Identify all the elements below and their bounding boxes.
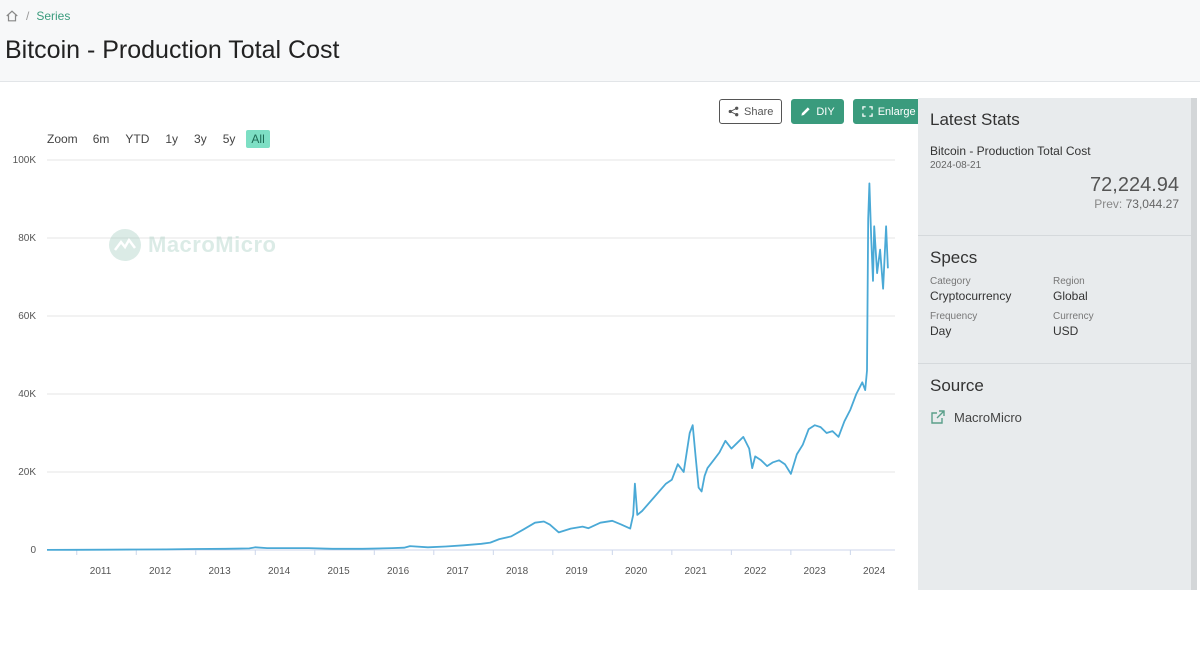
stats-date: 2024-08-21 bbox=[930, 160, 982, 171]
share-label: Share bbox=[744, 105, 774, 118]
watermark: MacroMicro bbox=[108, 228, 276, 262]
x-tick-label: 2023 bbox=[804, 566, 827, 577]
x-tick-label: 2012 bbox=[149, 566, 172, 577]
y-tick-label: 60K bbox=[18, 311, 36, 322]
stats-prev: Prev: 73,044.27 bbox=[930, 197, 1179, 235]
zoom-ytd-button[interactable]: YTD bbox=[125, 132, 150, 146]
spec-key: Region bbox=[1053, 276, 1085, 287]
breadcrumb-separator: / bbox=[26, 9, 30, 23]
latest-stats-section: Latest Stats Bitcoin - Production Total … bbox=[918, 98, 1191, 236]
watermark-text: MacroMicro bbox=[148, 232, 277, 257]
spec-region: Region Global bbox=[1053, 276, 1179, 303]
zoom-1y-button[interactable]: 1y bbox=[165, 132, 179, 146]
zoom-label: Zoom bbox=[47, 132, 78, 146]
expand-icon bbox=[861, 106, 873, 117]
specs-grid: Category Cryptocurrency Region Global Fr… bbox=[930, 276, 1179, 363]
specs-section: Specs Category Cryptocurrency Region Glo… bbox=[918, 236, 1191, 364]
pencil-icon bbox=[801, 107, 810, 116]
x-tick-label: 2013 bbox=[208, 566, 231, 577]
info-sidebar: Latest Stats Bitcoin - Production Total … bbox=[918, 98, 1191, 590]
x-tick-label: 2015 bbox=[327, 566, 350, 577]
x-tick-label: 2017 bbox=[446, 566, 469, 577]
y-tick-label: 0 bbox=[30, 545, 36, 556]
chart-toolbar: Share DIY Enlarge bbox=[719, 99, 925, 124]
x-tick-label: 2022 bbox=[744, 566, 767, 577]
breadcrumb-series-link[interactable]: Series bbox=[36, 9, 71, 23]
latest-stats-title: Latest Stats bbox=[930, 110, 1020, 129]
y-tick-label: 40K bbox=[18, 389, 36, 400]
x-tick-label: 2011 bbox=[90, 566, 112, 577]
external-link-icon bbox=[931, 410, 945, 424]
zoom-3y-button[interactable]: 3y bbox=[194, 132, 207, 146]
stats-latest-value: 72,224.94 bbox=[1090, 174, 1179, 196]
stats-prev-label: Prev: bbox=[1094, 197, 1123, 211]
zoom-6m-button[interactable]: 6m bbox=[92, 132, 110, 146]
spec-currency: Currency USD bbox=[1053, 311, 1179, 338]
line-chart[interactable]: 0 20K 40K 60K 80K 100K 2011 2012 2013 2014 2015 201… bbox=[0, 150, 905, 590]
zoom-selector: Zoom 6m YTD 1y 3y 5y All bbox=[47, 130, 276, 148]
x-tick-label: 2024 bbox=[863, 566, 886, 577]
diy-button[interactable]: DIY bbox=[791, 99, 844, 124]
spec-value: Cryptocurrency bbox=[930, 289, 1012, 303]
spec-value: Day bbox=[930, 324, 952, 338]
stats-prev-value: 73,044.27 bbox=[1125, 197, 1179, 211]
stats-series-name: Bitcoin - Production Total Cost bbox=[930, 144, 1091, 158]
series-line bbox=[46, 182, 889, 551]
spec-frequency: Frequency Day bbox=[930, 311, 1053, 338]
macromicro-logo-icon bbox=[109, 229, 141, 261]
spec-value: USD bbox=[1053, 324, 1079, 338]
breadcrumb: / Series bbox=[5, 9, 70, 23]
x-tick-label: 2020 bbox=[625, 566, 648, 577]
spec-value: Global bbox=[1053, 289, 1088, 303]
x-tick-label: 2014 bbox=[268, 566, 291, 577]
enlarge-button[interactable]: Enlarge bbox=[852, 99, 925, 124]
diy-label: DIY bbox=[816, 105, 835, 118]
home-icon[interactable] bbox=[5, 9, 19, 23]
source-title: Source bbox=[930, 376, 984, 395]
page-header: / Series Bitcoin - Production Total Cost bbox=[0, 0, 1200, 82]
share-icon bbox=[728, 106, 739, 117]
x-tick-label: 2016 bbox=[387, 566, 410, 577]
spec-category: Category Cryptocurrency bbox=[930, 276, 1053, 303]
y-tick-label: 20K bbox=[18, 467, 36, 478]
y-tick-label: 80K bbox=[18, 233, 36, 244]
spec-key: Frequency bbox=[930, 311, 978, 322]
page-title: Bitcoin - Production Total Cost bbox=[5, 36, 340, 64]
sidebar-scrollbar[interactable] bbox=[1191, 98, 1197, 590]
y-tick-label: 100K bbox=[13, 155, 37, 166]
source-link-label: MacroMicro bbox=[954, 409, 1022, 425]
x-tick-label: 2018 bbox=[506, 566, 529, 577]
source-link[interactable]: MacroMicro bbox=[930, 409, 1179, 425]
spec-key: Category bbox=[930, 276, 971, 287]
source-section: Source MacroMicro bbox=[918, 364, 1191, 425]
zoom-5y-button[interactable]: 5y bbox=[222, 132, 236, 146]
x-tick-label: 2019 bbox=[566, 566, 589, 577]
share-button[interactable]: Share bbox=[719, 99, 783, 124]
spec-key: Currency bbox=[1053, 311, 1094, 322]
x-tick-label: 2021 bbox=[685, 566, 708, 577]
zoom-all-button[interactable]: All bbox=[246, 130, 270, 148]
specs-title: Specs bbox=[930, 248, 978, 267]
enlarge-label: Enlarge bbox=[877, 105, 916, 118]
